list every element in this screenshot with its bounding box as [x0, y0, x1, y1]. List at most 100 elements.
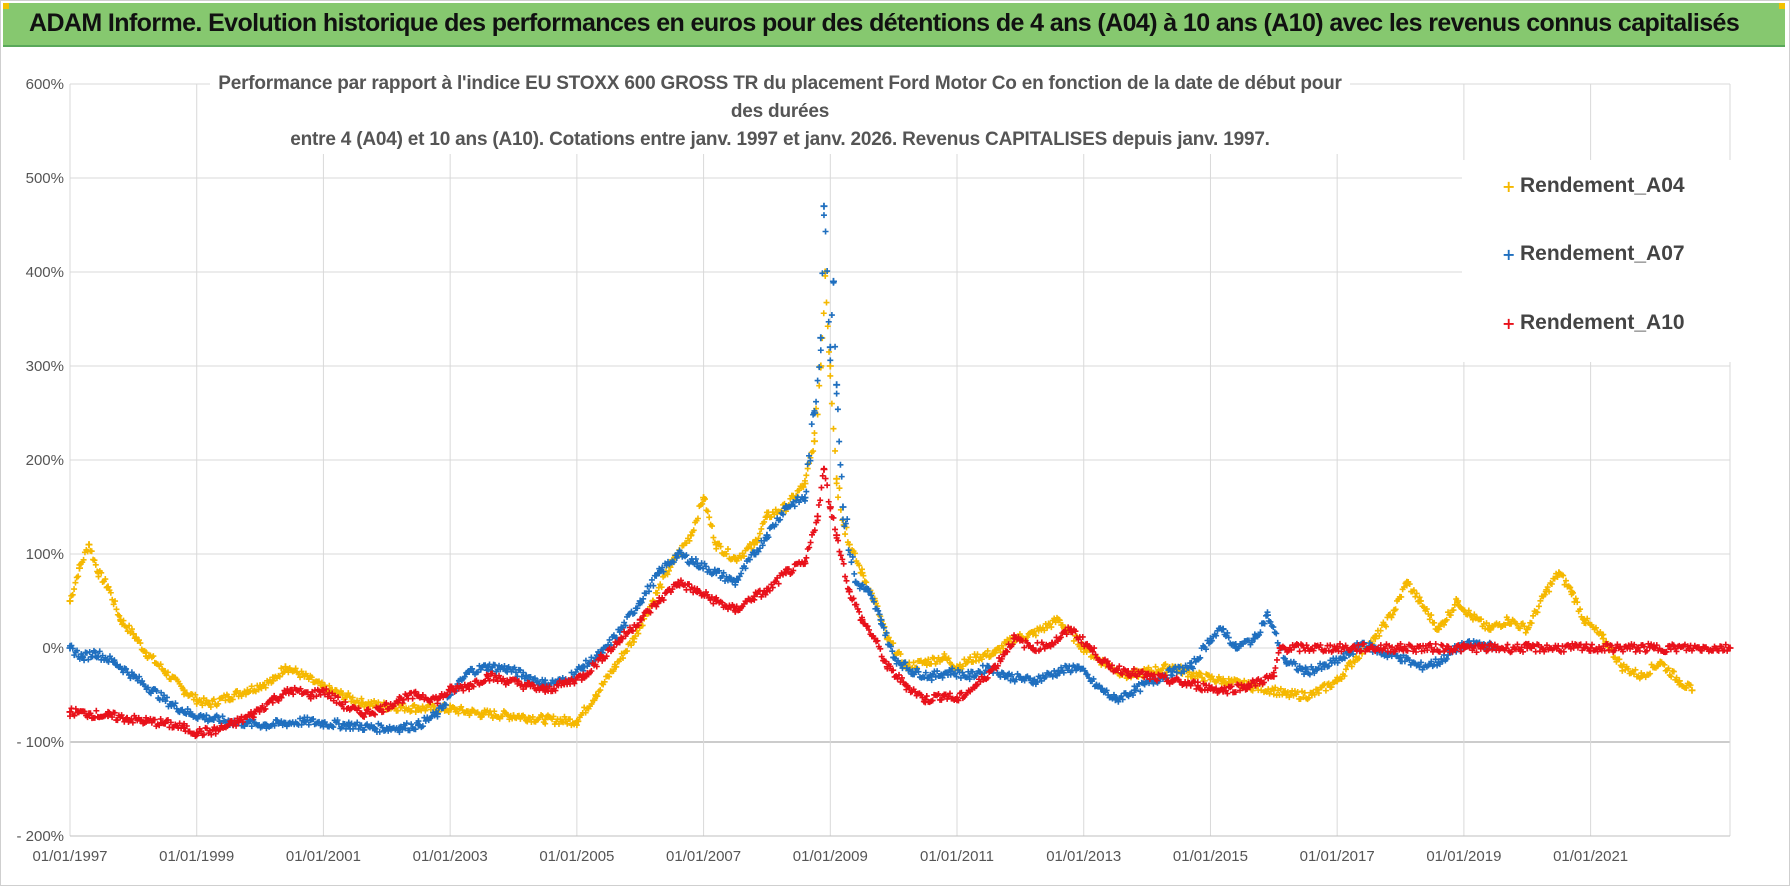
data-point	[832, 447, 839, 454]
data-point	[1663, 648, 1670, 655]
data-point	[998, 655, 1005, 662]
data-point	[1086, 644, 1094, 652]
data-point	[851, 570, 858, 577]
data-point	[1129, 692, 1136, 699]
data-point	[180, 724, 188, 732]
data-point	[1078, 639, 1085, 646]
data-point	[972, 653, 980, 661]
data-point	[835, 537, 842, 544]
data-point	[350, 725, 357, 732]
data-point	[565, 677, 572, 684]
data-point	[877, 616, 885, 624]
data-point	[96, 648, 103, 655]
data-point	[763, 512, 771, 520]
data-point	[693, 588, 701, 596]
data-point	[316, 678, 323, 685]
x-tick-label: 01/01/2017	[1300, 848, 1375, 865]
data-point	[1555, 569, 1563, 577]
data-point	[1206, 635, 1214, 643]
data-point	[307, 691, 315, 699]
data-point	[1403, 578, 1411, 586]
data-point	[1376, 632, 1383, 639]
data-point	[959, 669, 966, 676]
data-point	[822, 475, 829, 482]
data-point	[212, 727, 220, 735]
data-point	[712, 597, 720, 605]
data-point	[442, 701, 449, 708]
data-point	[1042, 673, 1049, 680]
data-point	[1015, 634, 1022, 641]
data-point	[376, 705, 384, 713]
data-point	[1718, 643, 1725, 650]
data-point	[428, 713, 435, 720]
data-point	[275, 697, 282, 704]
data-point	[470, 683, 477, 690]
data-point	[248, 723, 255, 730]
data-point	[1213, 685, 1220, 692]
data-point	[123, 715, 131, 722]
data-point	[1637, 672, 1645, 680]
data-point	[970, 658, 977, 665]
data-point	[83, 649, 90, 656]
data-point	[775, 580, 782, 587]
data-point	[1544, 584, 1551, 591]
grid-layer	[69, 83, 1731, 837]
data-point	[1008, 671, 1015, 678]
data-point	[1194, 682, 1202, 690]
data-point	[111, 709, 118, 716]
data-point	[319, 686, 327, 694]
data-point	[848, 559, 855, 566]
data-point	[1687, 682, 1694, 689]
data-point	[620, 655, 627, 662]
data-point	[712, 569, 720, 577]
data-point	[334, 717, 341, 724]
data-point	[616, 639, 623, 646]
data-point	[712, 541, 720, 549]
data-point	[511, 664, 518, 671]
data-point	[1251, 635, 1259, 643]
data-point	[1530, 612, 1537, 619]
data-point	[825, 318, 832, 325]
data-point	[693, 559, 701, 567]
data-point	[1460, 644, 1468, 652]
data-point	[1418, 659, 1424, 666]
data-point	[1024, 634, 1031, 641]
data-point	[1282, 688, 1289, 695]
data-point	[571, 680, 578, 687]
data-point	[66, 597, 74, 605]
data-point	[1321, 663, 1328, 671]
data-point	[879, 621, 886, 628]
data-point	[859, 581, 866, 588]
data-point	[972, 682, 980, 690]
data-point	[817, 334, 825, 342]
data-point	[355, 725, 362, 732]
data-point	[1310, 647, 1317, 654]
data-point	[66, 708, 74, 716]
data-point	[1604, 641, 1611, 648]
data-point	[875, 607, 882, 614]
data-point	[1465, 607, 1472, 614]
data-point	[1504, 641, 1511, 648]
y-tick-label: 300%	[26, 358, 64, 375]
y-tick-label: - 200%	[16, 828, 64, 845]
data-point	[409, 695, 416, 702]
data-point	[541, 686, 549, 694]
data-point	[129, 630, 137, 638]
data-point	[338, 724, 345, 731]
data-point	[842, 531, 849, 538]
data-point	[763, 531, 771, 539]
data-point	[1232, 689, 1239, 696]
data-point	[484, 672, 492, 680]
data-point	[298, 721, 305, 728]
data-point	[939, 674, 946, 681]
data-point	[833, 381, 841, 389]
data-point	[692, 556, 699, 563]
data-point	[644, 583, 651, 590]
data-point	[1315, 665, 1322, 672]
data-point	[1197, 654, 1204, 661]
data-point	[1081, 667, 1088, 674]
data-point	[1118, 693, 1125, 700]
data-point	[522, 682, 530, 690]
data-point	[758, 525, 765, 532]
